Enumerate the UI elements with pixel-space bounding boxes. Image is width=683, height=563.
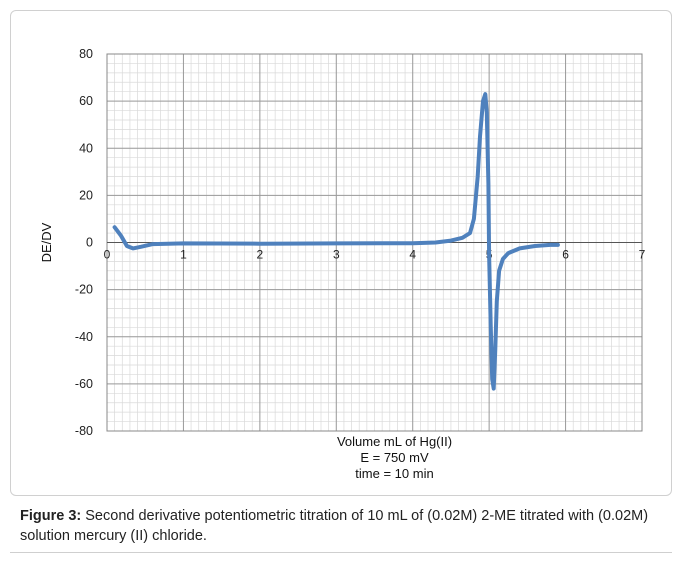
x-tick-label: 6: [562, 248, 569, 262]
x-tick-label: 4: [409, 248, 416, 262]
x-tick-label: 0: [104, 248, 111, 262]
y-axis-label: DE/DV: [39, 222, 54, 262]
figure-caption: Figure 3: Second derivative potentiometr…: [20, 506, 660, 546]
x-tick-label: 1: [180, 248, 187, 262]
y-tick-label: -40: [75, 330, 93, 344]
y-tick-label: -80: [75, 424, 93, 438]
caption-label: Figure 3:: [20, 508, 82, 524]
y-tick-label: -60: [75, 377, 93, 391]
series-line: [112, 92, 560, 391]
x-tick-label: 3: [333, 248, 340, 262]
x-axis-label-line-2: E = 750 mV: [360, 450, 429, 465]
y-tick-label: 0: [86, 236, 93, 250]
y-tick-label: 40: [79, 141, 93, 155]
y-tick-label: 60: [79, 94, 93, 108]
x-tick-label: 2: [257, 248, 264, 262]
caption-text: Second derivative potentiometric titrati…: [20, 508, 649, 544]
y-tick-labels: 80 60 40 20 0 -20 -40 -60 -80: [75, 47, 93, 438]
y-tick-label: -20: [75, 283, 93, 297]
divider: [10, 552, 672, 553]
x-tick-label: 7: [639, 248, 646, 262]
x-axis-label-line-3: time = 10 min: [355, 466, 433, 481]
y-tick-label: 20: [79, 188, 93, 202]
y-tick-label: 80: [79, 47, 93, 61]
x-axis-label-line-1: Volume mL of Hg(II): [337, 434, 452, 449]
